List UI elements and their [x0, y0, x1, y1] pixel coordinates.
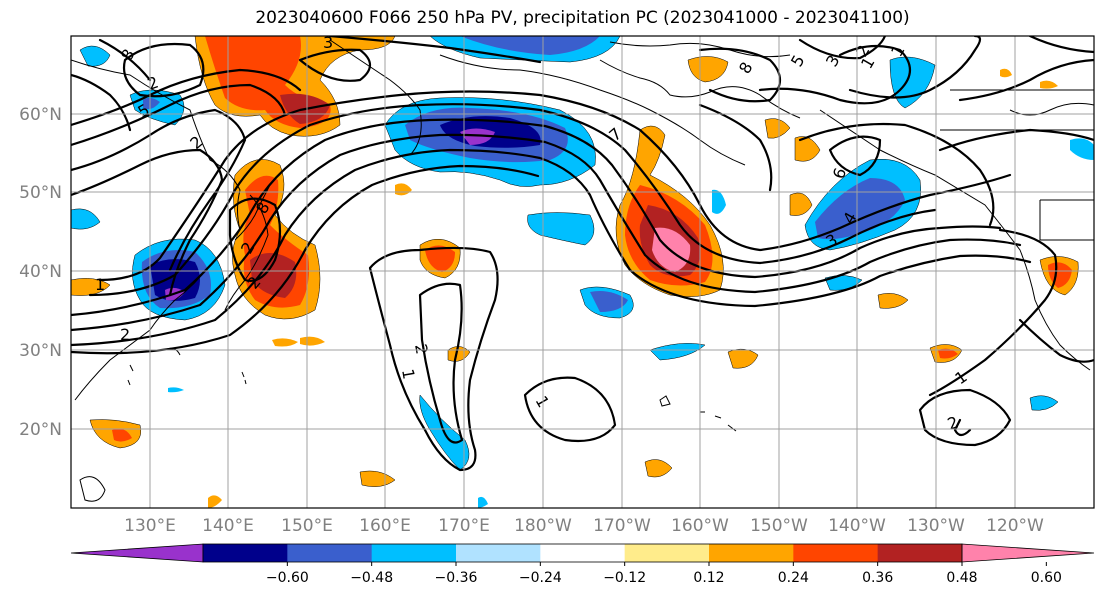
contour-label: 2 — [411, 342, 431, 355]
lat-label: 40°N — [19, 262, 62, 282]
chart-title: 2023040600 F066 250 hPa PV, precipitatio… — [255, 8, 910, 28]
lat-label: 60°N — [19, 105, 62, 125]
colorbar-extend-high — [961, 543, 1095, 563]
lon-label: 120°W — [986, 516, 1044, 536]
colorbar: −0.60 −0.48 −0.36 −0.24 −0.12 0.12 0.24 0.36 0.4… — [70, 543, 1095, 586]
lon-label: 130°E — [124, 516, 176, 536]
colorbar-swatch — [877, 544, 963, 562]
colorbar-tick-label: 0.24 — [778, 570, 809, 586]
colorbar-swatch — [709, 544, 794, 562]
lon-label: 170°W — [593, 516, 651, 536]
pv-contours — [71, 36, 1094, 472]
contour-label: 1 — [398, 367, 418, 380]
colorbar-swatch — [371, 544, 457, 562]
contour-label: 2 — [120, 325, 130, 344]
lon-labels: 130°E 140°E 150°E 160°E 170°E 180°W 170°… — [124, 516, 1044, 536]
lat-labels: 60°N 50°N 40°N 30°N 20°N — [19, 105, 62, 440]
colorbar-tick-label: −0.24 — [519, 570, 562, 586]
contour-label: 3 — [323, 33, 333, 52]
colorbar-swatch — [624, 544, 710, 562]
colorbar-swatch — [456, 544, 541, 562]
lon-label: 140°W — [828, 516, 886, 536]
lon-label: 150°W — [750, 516, 808, 536]
colorbar-swatch — [793, 544, 879, 562]
contour-label: 1 — [95, 275, 105, 294]
colorbar-frame — [202, 543, 963, 563]
colorbar-tick-label: 0.60 — [1031, 570, 1062, 586]
lon-label: 130°W — [907, 516, 965, 536]
lon-label: 180°W — [514, 516, 572, 536]
colorbar-tick-label: −0.36 — [435, 570, 478, 586]
colorbar-extend-low — [70, 543, 204, 563]
colorbar-swatch — [287, 544, 373, 562]
colorbar-tick-label: 0.48 — [946, 570, 977, 586]
colorbar-tick-label: −0.60 — [266, 570, 309, 586]
lon-label: 160°W — [671, 516, 729, 536]
colorbar-tick-label: 0.36 — [862, 570, 893, 586]
colorbar-tick-label: −0.12 — [603, 570, 646, 586]
colorbar-swatch — [540, 544, 626, 562]
lat-label: 50°N — [19, 183, 62, 203]
map-content: 8 3 5 2 1 8 7 2 2 1 2 1 8 5 3 2 1 2 1 6 … — [71, 33, 1094, 508]
lon-label: 160°E — [359, 516, 411, 536]
colorbar-tick-label: −0.48 — [350, 570, 393, 586]
lon-label: 150°E — [281, 516, 333, 536]
lat-label: 20°N — [19, 420, 62, 440]
lat-label: 30°N — [19, 341, 62, 361]
lon-label: 140°E — [202, 516, 254, 536]
lon-label: 170°E — [438, 516, 490, 536]
colorbar-swatch — [203, 544, 288, 562]
colorbar-tick-label: 0.12 — [693, 570, 724, 586]
map-frame — [70, 35, 1095, 509]
gridlines — [71, 36, 1094, 508]
